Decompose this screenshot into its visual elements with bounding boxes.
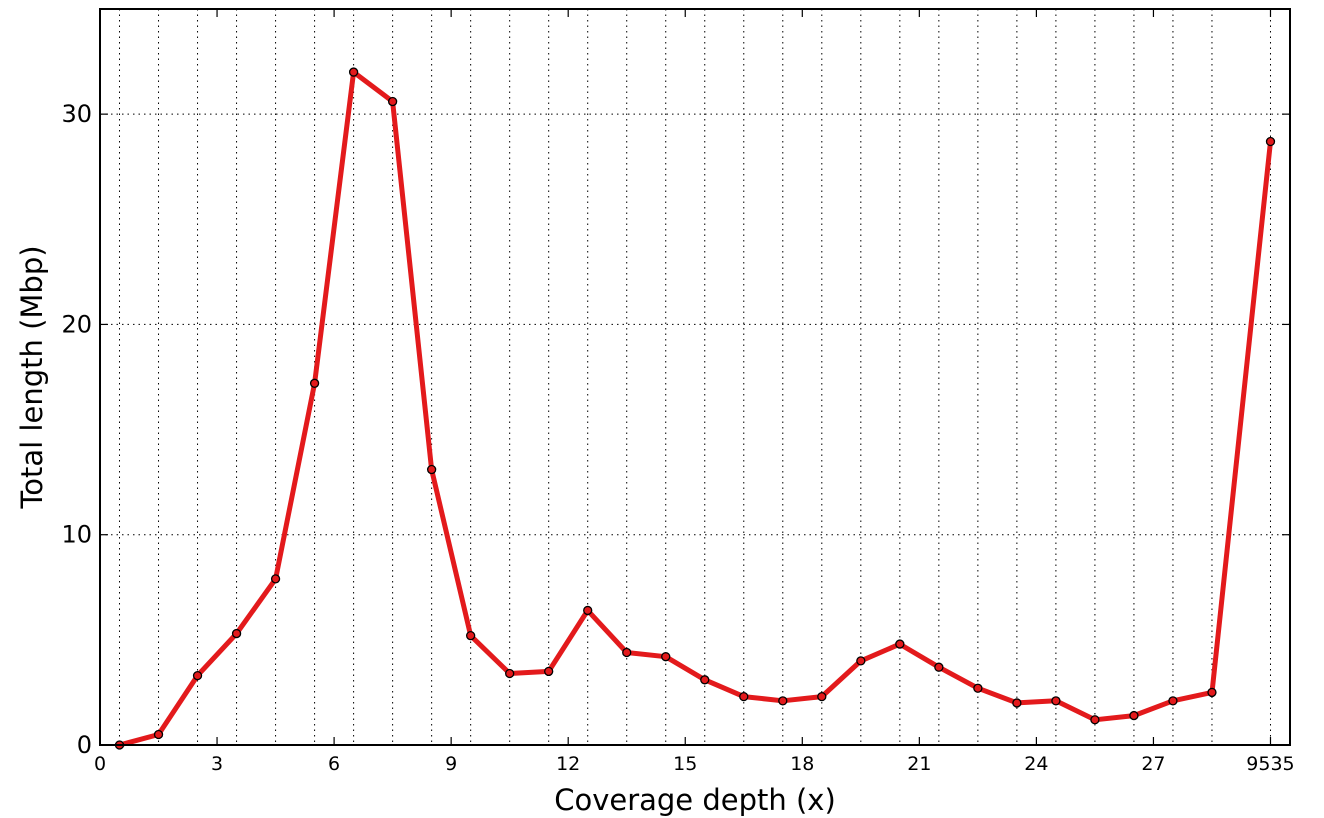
data-point (270, 574, 281, 584)
x-tick-label: 15 (673, 753, 697, 775)
data-point (544, 666, 554, 677)
series-line (117, 69, 1273, 748)
data-point (1265, 136, 1276, 147)
y-axis-title: Total length (Mbp) (15, 245, 49, 509)
y-tick-label: 20 (61, 310, 92, 338)
data-point (895, 639, 905, 649)
x-tick-label: 12 (556, 753, 580, 775)
data-point (1168, 696, 1178, 706)
y-tick-label: 10 (61, 521, 92, 549)
data-point (1090, 715, 1100, 725)
data-point (1207, 687, 1217, 698)
plot-frame (99, 8, 1291, 746)
x-tick-label: 18 (790, 753, 814, 775)
x-tick-label: 9535 (1246, 753, 1294, 775)
data-point (466, 631, 476, 641)
data-point (1012, 698, 1022, 708)
data-point (1129, 710, 1139, 721)
y-tick-label: 30 (61, 100, 92, 128)
data-point (622, 647, 632, 658)
x-tick-label: 24 (1024, 753, 1048, 775)
data-point (856, 656, 866, 666)
x-tick-label: 3 (211, 753, 223, 775)
data-point (739, 691, 749, 702)
data-point (153, 729, 164, 740)
x-tick-label: 0 (94, 753, 106, 775)
data-point (387, 96, 398, 107)
x-tick-label: 9 (445, 753, 457, 775)
x-tick-label: 27 (1141, 753, 1165, 775)
data-point (661, 652, 671, 662)
data-point (309, 378, 320, 388)
series (114, 67, 1276, 750)
data-point (192, 670, 203, 681)
data-point (817, 691, 827, 702)
data-point (973, 683, 983, 693)
tick-labels: 0 3 6 9 12 15 18 21 24 27 9535 0 10 20 30 (61, 100, 1294, 775)
data-point (231, 628, 242, 639)
data-point (778, 696, 788, 706)
x-tick-label: 6 (328, 753, 340, 775)
y-tick-label: 0 (77, 731, 92, 759)
x-tick-label: 21 (907, 753, 931, 775)
data-point (1051, 696, 1061, 706)
x-axis-title: Coverage depth (x) (554, 783, 836, 817)
grid (100, 9, 1290, 745)
data-point (934, 662, 944, 672)
data-point (348, 67, 359, 77)
data-point (426, 464, 437, 475)
data-point (583, 605, 593, 616)
data-point (505, 668, 515, 679)
data-point (700, 675, 710, 685)
ticks (99, 9, 1290, 746)
